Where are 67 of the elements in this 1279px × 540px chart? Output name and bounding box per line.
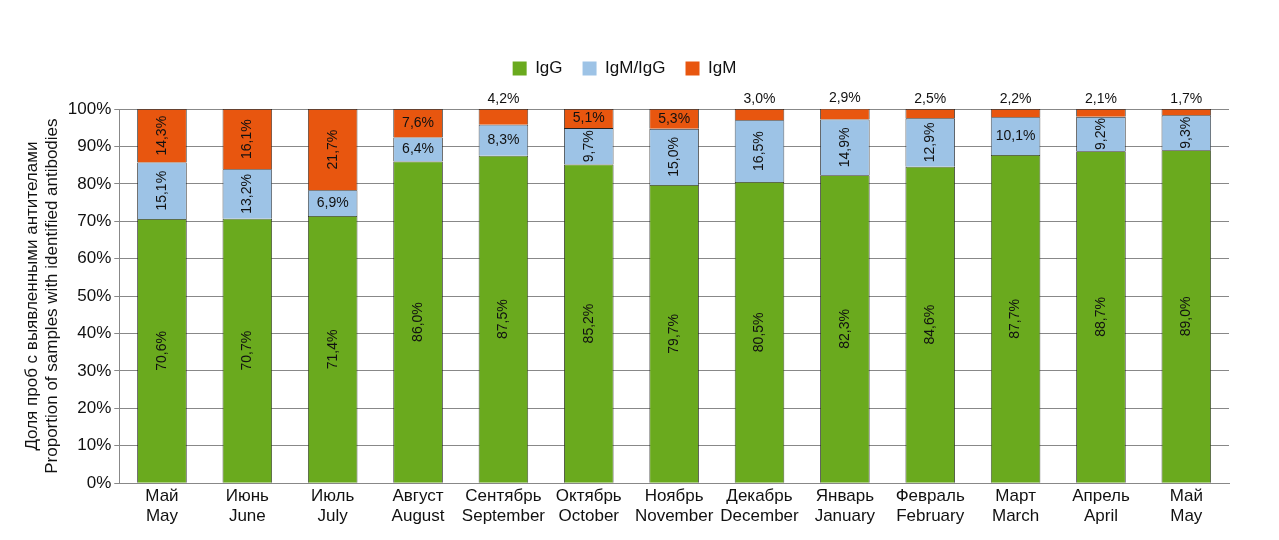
x-tick-label: Март March — [991, 486, 1040, 526]
data-label: 2,1% — [1084, 89, 1117, 106]
data-label: 2,5% — [914, 89, 947, 106]
y-tick-label: 0% — [86, 472, 112, 492]
data-label: 12,9% — [921, 122, 938, 163]
x-tick-label: Ноябрь November — [634, 486, 714, 526]
data-label: 85,2% — [579, 303, 596, 344]
data-label: 9,3% — [1177, 116, 1194, 149]
y-tick-label: 30% — [77, 360, 112, 380]
data-label: 80,5% — [750, 312, 767, 353]
y-tick-label: 10% — [77, 435, 112, 455]
data-label: 87,5% — [494, 299, 511, 340]
x-tick-label: Июль July — [311, 486, 355, 526]
data-label: 5,3% — [658, 109, 691, 126]
x-tick-label: Май May — [1169, 486, 1203, 526]
data-label: 13,2% — [238, 174, 255, 214]
data-label: 10,1% — [995, 126, 1036, 143]
data-label: 89,0% — [1177, 296, 1194, 337]
x-tick-label: Январь January — [814, 486, 876, 526]
x-tick-label: Декабрь December — [720, 486, 800, 526]
data-label: 15,0% — [665, 137, 681, 177]
data-label: 14,9% — [835, 127, 852, 168]
data-label: 9,7% — [579, 130, 596, 163]
data-label: 9,2% — [1091, 118, 1108, 151]
data-label: 70,7% — [238, 330, 255, 371]
data-label: 5,1% — [572, 109, 605, 126]
data-label: 88,7% — [1091, 297, 1108, 337]
data-label: 87,7% — [1006, 299, 1023, 339]
y-tick-label: 40% — [77, 323, 112, 343]
data-label: 86,0% — [408, 302, 425, 342]
x-tick-label: Июнь June — [225, 486, 270, 526]
data-label: 4,2% — [487, 89, 520, 106]
y-tick-label: 20% — [77, 398, 112, 418]
y-tick-label: 50% — [77, 285, 112, 305]
x-tick-label: Февраль February — [895, 486, 965, 526]
y-tick-label: 60% — [77, 248, 112, 268]
data-label: 21,7% — [323, 129, 340, 170]
data-label: 1,7% — [1170, 89, 1203, 106]
legend-label: IgG — [535, 58, 563, 78]
data-label: 16,1% — [238, 119, 255, 159]
data-label: 16,5% — [750, 131, 767, 171]
x-tick-label: Май May — [145, 486, 179, 526]
y-tick-label: 100% — [67, 98, 112, 118]
x-tick-label: Август August — [391, 486, 445, 526]
y-axis-title: Доля проб с выявленными антителами Proportion of samples with identified antibodies — [21, 118, 62, 474]
legend-label: IgM — [708, 58, 737, 78]
data-label: 6,4% — [402, 140, 435, 157]
x-tick-label: Сентябрь September — [461, 486, 546, 526]
data-label: 6,9% — [316, 193, 349, 210]
x-tick-label: Октябрь October — [555, 486, 622, 526]
x-tick-label: Апрель April — [1072, 486, 1130, 526]
data-label: 15,1% — [152, 170, 169, 211]
data-label: 14,3% — [152, 115, 169, 156]
data-label: 3,0% — [743, 89, 776, 106]
data-label: 82,3% — [835, 309, 852, 349]
y-tick-label: 70% — [77, 210, 112, 230]
legend-label: IgM/IgG — [605, 58, 666, 78]
data-label: 79,7% — [665, 313, 681, 354]
data-label: 2,9% — [828, 89, 861, 106]
y-tick-label: 80% — [77, 173, 112, 193]
y-tick-label: 90% — [77, 136, 112, 156]
data-label: 2,2% — [999, 89, 1032, 106]
data-label: 70,6% — [152, 331, 169, 371]
data-label: 8,3% — [487, 131, 520, 148]
data-label: 84,6% — [921, 304, 938, 345]
data-label: 71,4% — [323, 329, 340, 370]
data-label: 7,6% — [402, 114, 435, 131]
